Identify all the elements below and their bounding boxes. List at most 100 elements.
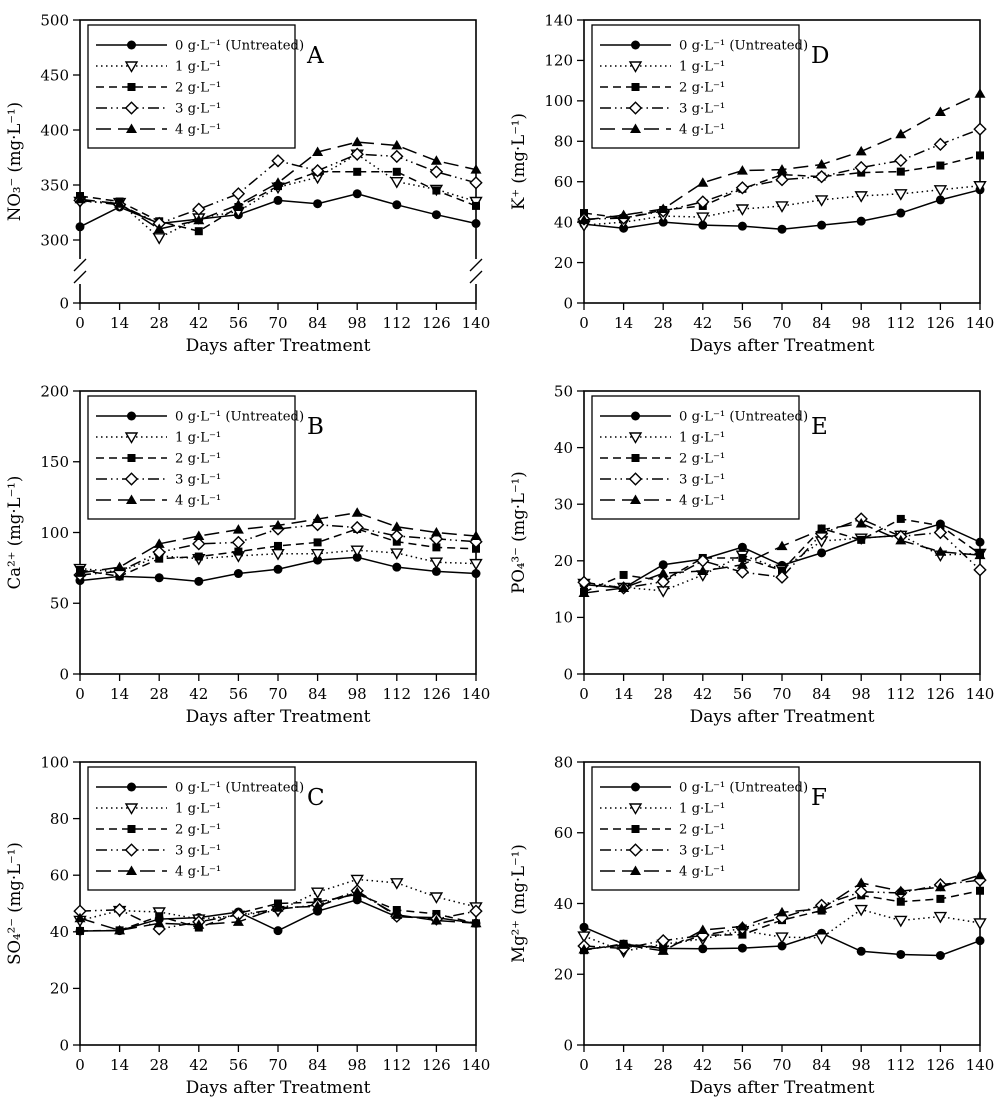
data-point-marker <box>232 199 244 209</box>
x-tick-label: 0 <box>75 1056 85 1074</box>
y-tick-label: 100 <box>40 753 69 771</box>
data-point-marker <box>470 530 482 541</box>
legend-label: 1 g·L⁻¹ <box>175 431 221 446</box>
legend: 0 g·L⁻¹ (Untreated) 1 g·L⁻¹ 2 g·L⁻¹ 3 g·L⁻¹… <box>87 24 304 149</box>
legend-label: 2 g·L⁻¹ <box>679 823 725 838</box>
data-point-marker <box>854 160 868 175</box>
x-tick-label: 0 <box>75 314 85 332</box>
y-tick-label: 40 <box>554 439 573 457</box>
data-point-marker <box>193 919 205 929</box>
series-4-filled-triangle-up <box>578 869 986 955</box>
data-point-marker <box>470 164 482 174</box>
y-tick-label: 20 <box>554 254 573 272</box>
legend-label: 1 g·L⁻¹ <box>679 60 725 75</box>
legend-label: 4 g·L⁻¹ <box>679 865 725 880</box>
x-tick-label: 56 <box>733 1056 752 1074</box>
axes: 0 20 40 60 80 100 120 140 0 14 28 42 56 70 84 98 112 126 1… <box>544 11 994 332</box>
data-point-marker <box>431 566 441 576</box>
data-point-marker <box>391 521 403 531</box>
legend-marker-filled-square <box>127 454 136 462</box>
data-point-marker <box>975 537 985 547</box>
data-point-marker <box>430 155 442 165</box>
data-point-marker <box>935 195 945 205</box>
data-point-marker <box>936 161 945 170</box>
y-tick-label: 400 <box>40 121 69 139</box>
legend-marker-filled-circle <box>127 40 136 50</box>
data-point-marker <box>776 540 788 551</box>
data-point-marker <box>232 916 244 926</box>
legend-marker-filled-square <box>127 83 136 91</box>
data-point-marker <box>272 902 284 912</box>
data-point-marker <box>894 915 908 928</box>
x-tick-label: 112 <box>886 314 915 332</box>
data-point-marker <box>934 881 946 892</box>
x-tick-label: 0 <box>75 685 85 703</box>
x-tick-label: 112 <box>382 685 411 703</box>
data-point-marker <box>312 513 324 524</box>
legend-marker-open-triangle-down <box>124 803 139 815</box>
panel-cell-F: 0 20 40 60 80 0 14 28 42 56 70 84 98 112 126 140 Mg²⁺ (m… <box>504 742 1008 1113</box>
series-line <box>583 154 981 219</box>
legend-label: 3 g·L⁻¹ <box>175 844 221 859</box>
data-point-marker <box>814 169 829 184</box>
legend-marker-open-triangle-down <box>628 803 643 815</box>
x-tick-label: 42 <box>189 1056 208 1074</box>
data-point-marker <box>855 517 867 528</box>
x-axis-label: Days after Treatment <box>690 707 875 727</box>
data-point-marker <box>152 545 166 559</box>
legend-label: 1 g·L⁻¹ <box>679 431 725 446</box>
data-point-marker <box>390 149 404 164</box>
x-tick-label: 98 <box>348 1056 367 1074</box>
x-tick-label: 42 <box>189 685 208 703</box>
axes: 0 50 100 150 200 0 14 28 42 56 70 84 98 112 126 140 <box>40 382 490 703</box>
axes: 0 10 20 30 40 50 0 14 28 42 56 70 84 98 112 126 140 <box>554 382 994 703</box>
legend-label: 3 g·L⁻¹ <box>679 102 725 117</box>
series-line <box>79 523 477 576</box>
y-tick-label: 200 <box>40 382 69 400</box>
legend-label: 4 g·L⁻¹ <box>175 123 221 138</box>
legend-marker-filled-circle <box>631 40 640 50</box>
x-tick-label: 28 <box>150 685 169 703</box>
data-point-marker <box>194 227 203 236</box>
data-point-marker <box>974 88 986 98</box>
data-point-marker <box>696 212 710 224</box>
y-tick-label: 300 <box>40 231 69 249</box>
legend-label: 1 g·L⁻¹ <box>175 60 221 75</box>
data-point-marker <box>272 177 284 187</box>
x-tick-label: 14 <box>614 685 633 703</box>
data-point-marker <box>974 869 986 880</box>
data-point-marker <box>579 922 589 932</box>
panel-cell-C: 0 20 40 60 80 100 0 14 28 42 56 70 84 98 112 126 140 SO₄²… <box>0 742 504 1113</box>
legend-marker-filled-triangle-up <box>126 865 137 875</box>
x-tick-label: 126 <box>926 314 955 332</box>
data-point-marker <box>313 538 322 547</box>
data-point-marker <box>76 926 84 935</box>
data-point-marker <box>469 558 483 571</box>
x-tick-label: 42 <box>693 685 712 703</box>
y-axis-label: NO₃⁻ (mg·L⁻¹) <box>5 102 24 221</box>
x-tick-label: 42 <box>693 1056 712 1074</box>
chart-panel-C: 0 20 40 60 80 100 0 14 28 42 56 70 84 98 112 126 140 SO₄²… <box>5 753 490 1098</box>
legend: 0 g·L⁻¹ (Untreated) 1 g·L⁻¹ 2 g·L⁻¹ 3 g·L⁻¹… <box>87 766 304 891</box>
x-tick-label: 126 <box>422 1056 451 1074</box>
data-point-marker <box>192 202 206 216</box>
x-tick-label: 140 <box>462 314 491 332</box>
data-point-marker <box>114 924 126 935</box>
series-3-open-diamond <box>577 122 987 226</box>
data-point-marker <box>234 547 243 556</box>
panel-cell-A: 0 300 350 400 450 500 0 14 28 42 56 70 84 98 112 126 140… <box>0 0 504 371</box>
axis-break-gap <box>471 259 481 284</box>
data-point-marker <box>194 552 203 561</box>
data-point-marker <box>432 186 441 195</box>
data-point-marker <box>75 222 85 232</box>
data-point-marker <box>431 210 441 220</box>
y-tick-label: 0 <box>59 1036 69 1054</box>
data-point-marker <box>775 932 789 945</box>
data-point-marker <box>696 195 710 209</box>
data-point-marker <box>618 939 630 949</box>
data-point-marker <box>737 221 747 231</box>
data-point-marker <box>310 164 325 178</box>
data-point-marker <box>390 176 404 189</box>
data-point-marker <box>776 906 788 917</box>
data-point-marker <box>193 214 205 225</box>
